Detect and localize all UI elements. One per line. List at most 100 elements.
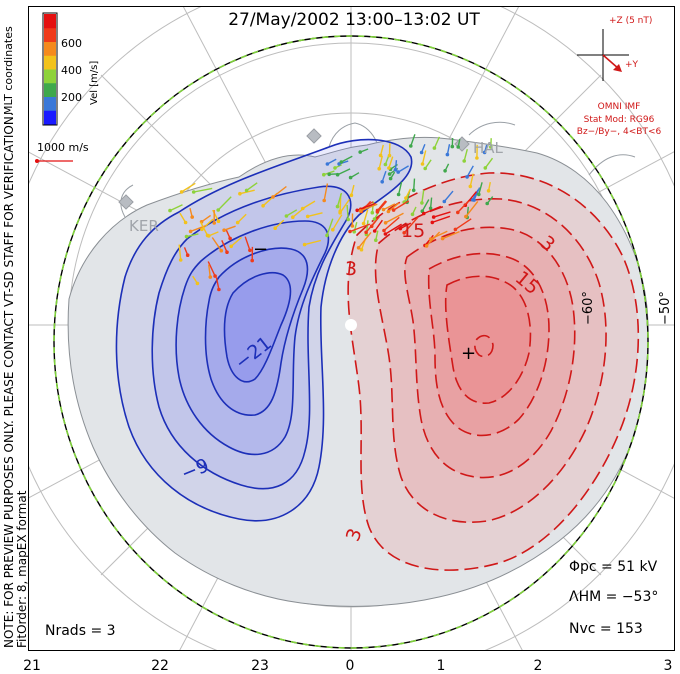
velocity-vector-origin	[445, 152, 450, 157]
velocity-vector-origin	[387, 153, 392, 158]
velocity-vector	[365, 221, 376, 233]
coordinate-system-note: MLT coordinates	[2, 26, 15, 115]
hm-boundary-latitude: ΛHM = −53°	[569, 589, 658, 605]
negative-potential-fill	[152, 186, 351, 489]
velocity-vector	[346, 204, 349, 220]
velocity-vector-origin	[225, 250, 229, 254]
potential-maximum-marker: +	[461, 343, 476, 364]
velocity-vector-origin	[322, 172, 326, 177]
velocity-vector	[230, 236, 242, 247]
mlt-tick-label: 2	[533, 658, 543, 674]
velocity-vector	[399, 222, 412, 230]
velocity-vector-origin	[398, 226, 403, 231]
velocity-vector	[169, 204, 183, 212]
velocity-vector-origin	[489, 145, 493, 149]
velocity-vector	[179, 212, 187, 223]
velocity-vector	[397, 181, 403, 195]
velocity-vector-origin	[364, 230, 368, 235]
velocity-vector-origin	[250, 258, 254, 263]
velocity-vector	[432, 215, 451, 224]
velocity-vector	[478, 182, 483, 195]
velocity-vector	[186, 233, 199, 238]
imf-y-label: +Y	[625, 60, 639, 70]
velocity-vector	[393, 200, 410, 211]
velocity-vector	[371, 201, 375, 213]
velocity-vector-origin	[402, 231, 407, 235]
velocity-vector	[340, 155, 353, 163]
velocity-vector-origin	[420, 162, 425, 166]
velocity-vector	[349, 223, 371, 233]
contour-line	[427, 252, 550, 437]
velocity-vector-origin	[464, 214, 468, 219]
velocity-vector-origin	[205, 233, 210, 238]
velocity-vector	[193, 187, 213, 193]
velocity-vector	[484, 157, 494, 169]
velocity-vector-origin	[450, 144, 455, 149]
velocity-vector	[339, 199, 350, 214]
velocity-vector	[430, 230, 448, 240]
velocity-vector-origin	[168, 208, 172, 213]
velocity-vector-origin	[372, 217, 377, 221]
velocity-vector	[223, 225, 236, 231]
velocity-vector-origin	[470, 198, 475, 202]
velocity-vector-origin	[273, 226, 277, 230]
velocity-vector-origin	[355, 208, 360, 213]
velocity-vector-origin	[219, 248, 224, 253]
polar-map-svg: 27/May/2002 13:00–13:02 UT 600 400 200 V…	[29, 7, 674, 650]
velocity-vector-origin	[179, 190, 184, 194]
velocity-vector	[383, 203, 396, 211]
velocity-vector	[381, 170, 387, 183]
velocity-vector	[358, 231, 372, 249]
velocity-vector	[362, 209, 369, 224]
mlt-tick-label: 3	[663, 658, 673, 674]
scale-label: Vel [m/s]	[89, 61, 100, 105]
velocity-vector-origin	[346, 217, 351, 222]
velocity-vector-origin	[348, 229, 352, 234]
velocity-vector-origin	[383, 221, 388, 225]
imf-model: Stat Mod: RG96	[584, 115, 655, 125]
velocity-vector	[385, 212, 404, 224]
velocity-vector	[466, 165, 474, 178]
cross-polar-potential: Φpc = 51 kV	[569, 559, 658, 575]
velocity-vector-origin	[430, 220, 435, 225]
velocity-vector-origin	[411, 188, 416, 193]
velocity-vector-origin	[348, 175, 353, 180]
velocity-vector-origin	[178, 258, 183, 262]
velocity-vector	[387, 202, 400, 213]
reference-vector-label: 1000 m/s	[37, 141, 89, 154]
velocity-vector-origin	[291, 215, 295, 219]
velocity-vector	[376, 200, 387, 211]
velocity-vector	[424, 234, 434, 246]
potential-minimum-marker: −	[253, 239, 268, 260]
velocity-vector	[211, 237, 222, 252]
velocity-vector	[336, 192, 343, 207]
velocity-vector-origin	[184, 234, 189, 239]
latitude-label: −60°	[581, 291, 596, 325]
positive-cell	[348, 172, 639, 571]
velocity-vector-origin	[391, 208, 396, 212]
velocity-vector-origin	[388, 176, 393, 181]
velocity-vector-origin	[409, 144, 413, 148]
velocity-vector-origin	[380, 180, 385, 184]
contour-line	[404, 226, 576, 479]
scale-tick: 600	[61, 37, 82, 50]
velocity-vector	[457, 200, 470, 213]
velocity-vector-origin	[335, 204, 340, 209]
velocity-vector-origin	[396, 170, 401, 174]
scale-tick: 200	[61, 91, 82, 104]
contour-label: 15	[401, 220, 425, 242]
velocity-vector	[221, 240, 228, 253]
contour-line	[223, 271, 292, 383]
positive-potential-fill	[375, 198, 607, 523]
velocity-vector-origin	[486, 189, 491, 193]
velocity-vector	[465, 200, 479, 218]
velocity-vector-origin	[393, 167, 398, 172]
velocity-vector-origin	[183, 220, 188, 225]
velocity-vector-origin	[271, 195, 275, 199]
velocity-vector-origin	[387, 172, 392, 176]
velocity-vector-origin	[482, 150, 487, 155]
velocity-vector-origin	[462, 159, 467, 163]
velocity-vector-origin	[322, 198, 327, 203]
contour-line	[444, 275, 532, 404]
velocity-vector-origin	[383, 162, 388, 167]
